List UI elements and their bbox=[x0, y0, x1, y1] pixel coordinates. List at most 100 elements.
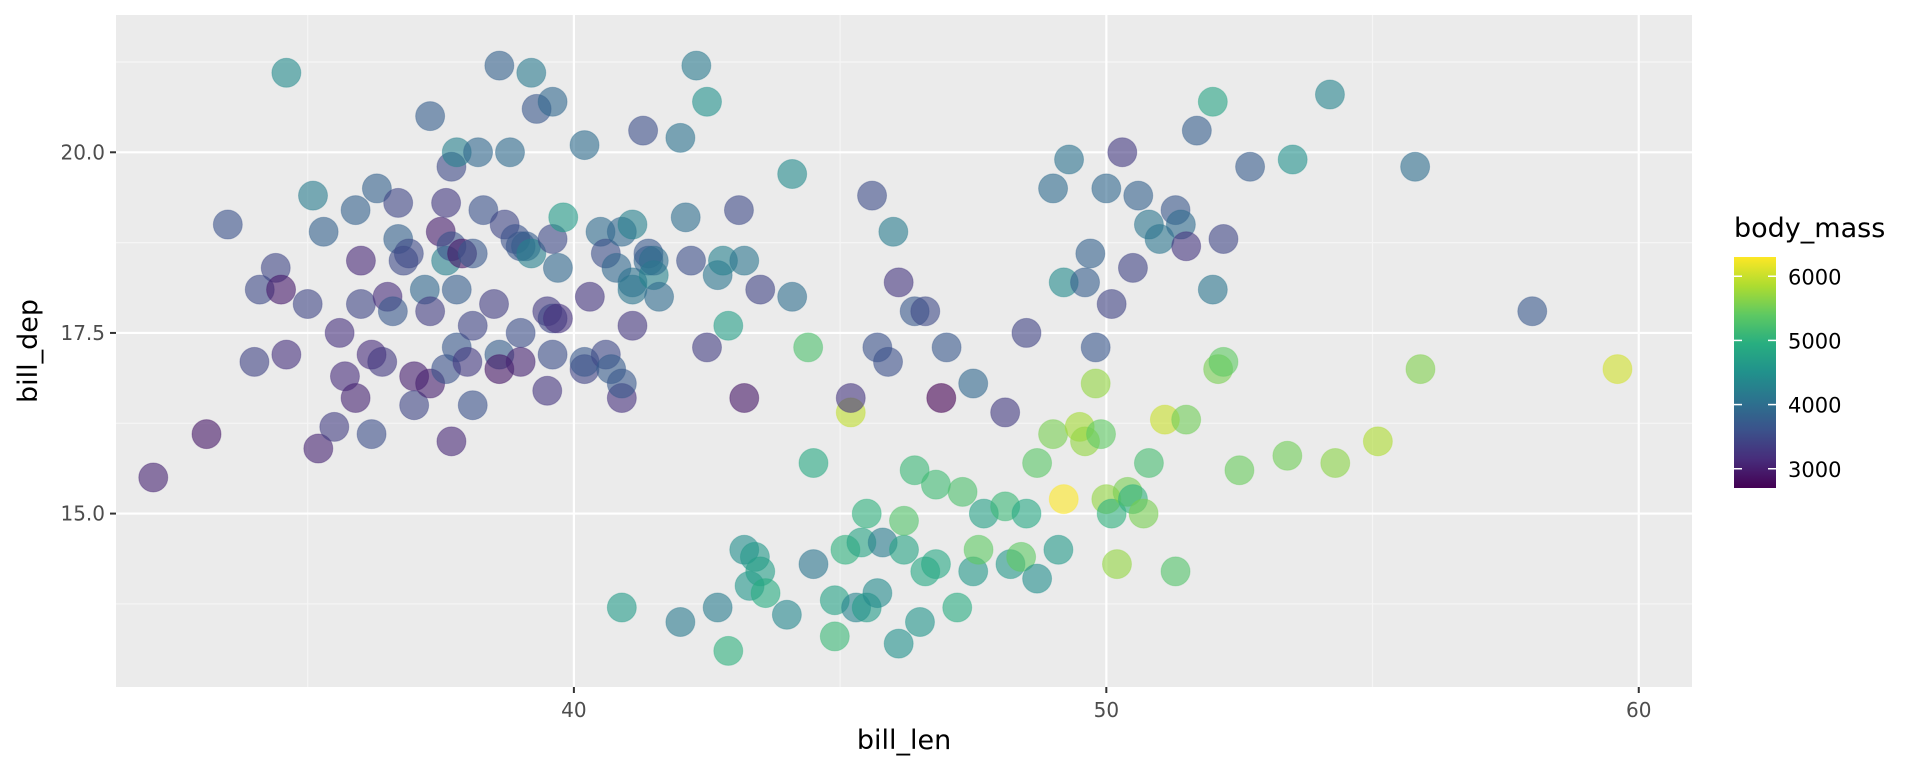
legend-title: body_mass bbox=[1734, 213, 1885, 244]
x-axis-title: bill_len bbox=[857, 725, 951, 756]
data-point bbox=[926, 382, 957, 413]
data-point bbox=[266, 274, 297, 305]
data-point bbox=[1197, 86, 1228, 117]
data-point bbox=[628, 115, 659, 146]
data-point bbox=[1320, 448, 1351, 478]
data-point bbox=[676, 245, 707, 276]
data-point bbox=[745, 274, 776, 305]
data-point bbox=[271, 57, 302, 88]
data-point bbox=[548, 202, 579, 233]
data-point bbox=[729, 245, 760, 276]
data-point bbox=[1235, 151, 1266, 182]
data-point bbox=[1208, 346, 1239, 377]
data-point bbox=[340, 195, 371, 226]
data-point bbox=[990, 397, 1021, 428]
data-point bbox=[1043, 534, 1074, 565]
data-point bbox=[1405, 354, 1436, 385]
data-point bbox=[542, 303, 573, 334]
data-point bbox=[303, 433, 334, 464]
data-point bbox=[356, 419, 387, 450]
data-point bbox=[516, 57, 547, 88]
legend: body_mass 3000 4000 5000 6000 bbox=[1734, 213, 1885, 488]
data-point bbox=[910, 296, 941, 327]
data-point bbox=[617, 310, 648, 341]
data-point bbox=[1080, 368, 1111, 399]
data-point bbox=[399, 390, 430, 421]
data-point bbox=[729, 382, 760, 413]
data-point bbox=[1075, 238, 1106, 269]
data-point bbox=[393, 238, 424, 269]
data-point bbox=[883, 628, 914, 659]
data-point bbox=[415, 296, 446, 327]
data-point bbox=[1101, 549, 1132, 580]
data-point bbox=[835, 382, 866, 413]
data-point bbox=[1096, 289, 1127, 320]
data-point bbox=[638, 245, 669, 276]
data-point bbox=[537, 86, 568, 117]
data-point bbox=[537, 339, 568, 370]
data-point bbox=[1022, 563, 1053, 594]
data-point bbox=[1314, 79, 1345, 110]
data-point bbox=[644, 281, 675, 312]
y-axis: 15.0 17.5 20.0 bbox=[60, 140, 116, 526]
data-point bbox=[484, 50, 515, 81]
data-point bbox=[798, 549, 829, 580]
data-point bbox=[1038, 419, 1069, 450]
data-point bbox=[670, 202, 701, 233]
data-point bbox=[138, 462, 169, 493]
data-point bbox=[1171, 404, 1202, 435]
data-point bbox=[1011, 498, 1042, 529]
data-point bbox=[542, 252, 573, 283]
data-point bbox=[479, 289, 510, 320]
data-point bbox=[857, 180, 888, 211]
data-point bbox=[904, 606, 935, 637]
data-point bbox=[292, 289, 323, 320]
data-point bbox=[319, 411, 350, 442]
data-point bbox=[750, 578, 781, 609]
data-point bbox=[1117, 252, 1148, 283]
x-axis: 40 50 60 bbox=[561, 687, 1651, 722]
data-point bbox=[1096, 498, 1127, 529]
data-point bbox=[345, 245, 376, 276]
data-point bbox=[436, 426, 467, 457]
data-point bbox=[963, 534, 994, 565]
data-point bbox=[1054, 144, 1085, 175]
data-point bbox=[1086, 419, 1116, 450]
points-layer bbox=[138, 50, 1633, 666]
data-point bbox=[851, 498, 882, 529]
data-point bbox=[308, 216, 339, 247]
data-point bbox=[1224, 455, 1255, 486]
data-point bbox=[931, 332, 962, 363]
data-point bbox=[665, 122, 696, 153]
data-point bbox=[723, 195, 754, 226]
data-point bbox=[1107, 137, 1138, 168]
data-point bbox=[862, 578, 893, 609]
data-point bbox=[889, 505, 919, 536]
data-point bbox=[1181, 115, 1212, 146]
data-point bbox=[468, 195, 499, 226]
data-point bbox=[457, 310, 488, 341]
x-tick-label: 50 bbox=[1094, 698, 1119, 722]
data-point bbox=[1602, 354, 1633, 385]
data-point bbox=[617, 209, 648, 240]
x-tick-label: 60 bbox=[1626, 698, 1651, 722]
data-point bbox=[899, 455, 930, 486]
data-point bbox=[1011, 317, 1042, 348]
data-point bbox=[1022, 448, 1053, 478]
y-tick-label: 17.5 bbox=[60, 321, 105, 345]
colorbar-label: 4000 bbox=[1788, 394, 1841, 418]
data-point bbox=[516, 238, 547, 269]
data-point bbox=[298, 180, 328, 211]
colorbar-ticks: 3000 4000 5000 6000 bbox=[1734, 265, 1841, 482]
data-point bbox=[665, 606, 696, 637]
data-point bbox=[777, 281, 808, 312]
data-point bbox=[441, 274, 472, 305]
data-point bbox=[1277, 144, 1308, 175]
data-point bbox=[692, 86, 722, 117]
data-point bbox=[271, 339, 302, 370]
data-point bbox=[505, 346, 536, 377]
data-point bbox=[920, 469, 951, 500]
data-point bbox=[1197, 274, 1228, 305]
data-point bbox=[495, 137, 525, 168]
